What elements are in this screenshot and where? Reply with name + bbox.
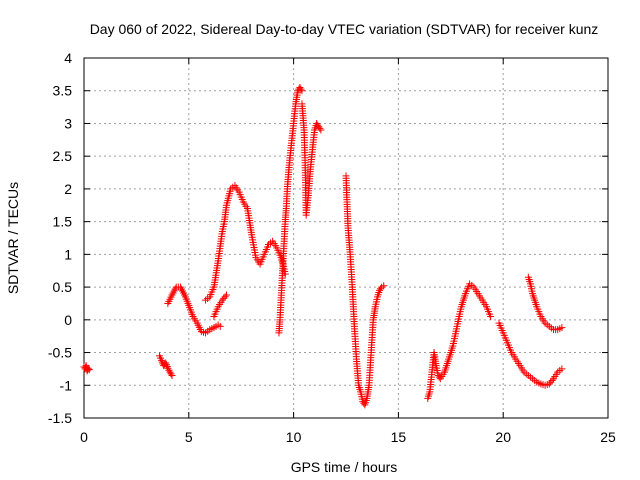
- points-layer: [80, 83, 566, 409]
- tick-layer: 0 5 10 15 20 25 -1.5 -1 -0.5 0 0.5 1 1.5 2 2.5 3 3.5 4: [48, 50, 616, 445]
- y-axis-label: SDTVAR / TECUs: [5, 182, 21, 294]
- data-point: [317, 126, 325, 134]
- data-point: [558, 365, 566, 373]
- x-tick-label: 5: [185, 429, 193, 445]
- data-point: [377, 285, 385, 293]
- y-tick-label: 0: [64, 312, 72, 328]
- data-point: [297, 85, 305, 93]
- data-point: [223, 291, 231, 299]
- x-axis-label: GPS time / hours: [291, 459, 398, 475]
- data-point: [84, 364, 92, 372]
- x-tick-label: 10: [286, 429, 302, 445]
- x-tick-label: 20: [495, 429, 511, 445]
- data-point: [298, 87, 306, 95]
- data-point: [316, 124, 324, 132]
- x-tick-label: 0: [80, 429, 88, 445]
- x-tick-label: 25: [600, 429, 616, 445]
- grid-layer: [84, 58, 608, 418]
- y-tick-label: -1.5: [48, 410, 72, 426]
- data-point: [380, 282, 388, 290]
- y-tick-label: -1: [60, 377, 73, 393]
- data-point: [158, 356, 166, 364]
- data-point: [558, 324, 566, 332]
- y-tick-label: 0.5: [53, 279, 73, 295]
- chart-title: Day 060 of 2022, Sidereal Day-to-day VTE…: [90, 21, 599, 37]
- y-tick-label: -0.5: [48, 345, 72, 361]
- data-point: [487, 313, 495, 321]
- y-tick-label: 3.5: [53, 83, 73, 99]
- y-tick-label: 1: [64, 246, 72, 262]
- y-tick-label: 2: [64, 181, 72, 197]
- data-point: [216, 322, 224, 330]
- data-point: [85, 366, 93, 374]
- data-point: [163, 363, 171, 371]
- data-point: [168, 371, 176, 379]
- data-point: [548, 376, 556, 384]
- y-tick-label: 3: [64, 115, 72, 131]
- plot-frame: [83, 57, 609, 419]
- y-tick-label: 2.5: [53, 148, 73, 164]
- data-point: [162, 361, 170, 369]
- x-tick-label: 15: [391, 429, 407, 445]
- data-point: [221, 293, 229, 301]
- data-point: [162, 359, 170, 367]
- y-tick-label: 4: [64, 50, 72, 66]
- y-tick-label: 1.5: [53, 214, 73, 230]
- data-point: [167, 370, 175, 378]
